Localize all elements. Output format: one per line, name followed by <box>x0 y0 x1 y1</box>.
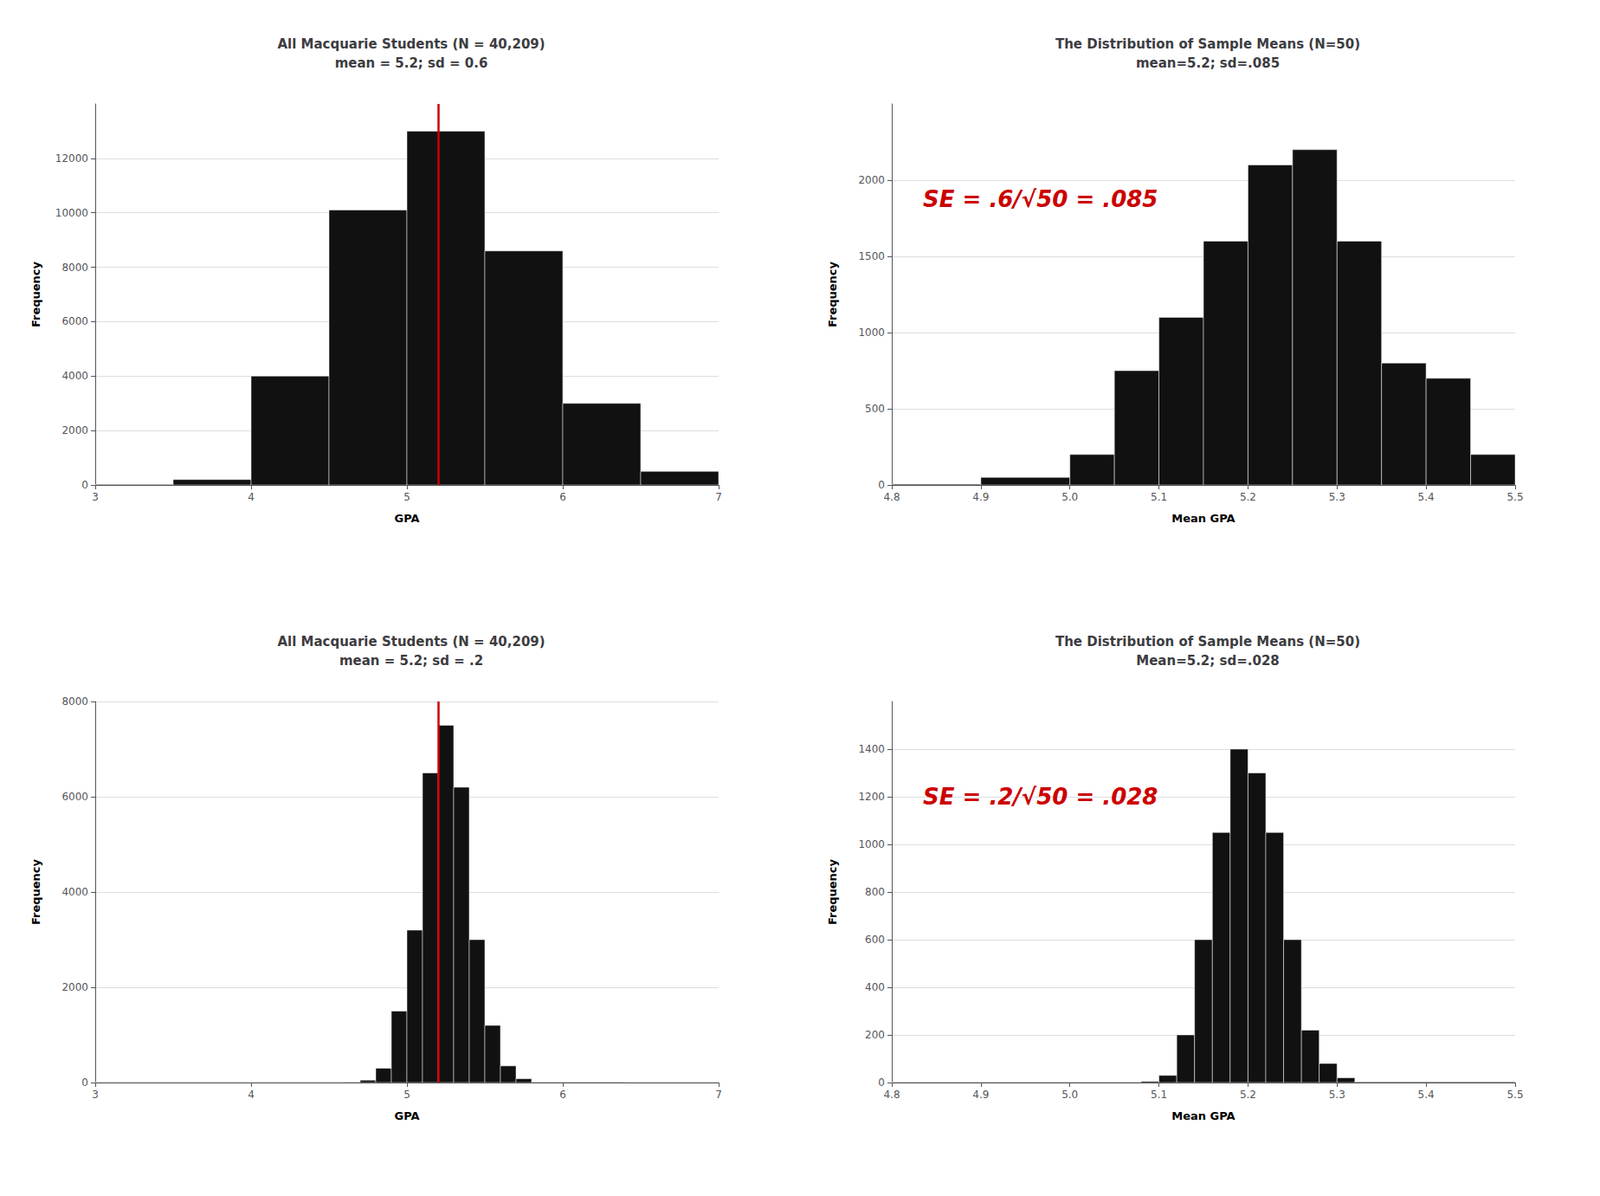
svg-text:5.4: 5.4 <box>1418 490 1435 504</box>
svg-text:5.5: 5.5 <box>1506 1088 1523 1101</box>
svg-text:4.9: 4.9 <box>972 1088 989 1101</box>
svg-text:4.8: 4.8 <box>883 1088 900 1101</box>
svg-text:Mean GPA: Mean GPA <box>1171 511 1235 525</box>
svg-text:5.5: 5.5 <box>1506 490 1523 504</box>
svg-text:1000: 1000 <box>858 838 885 851</box>
svg-text:2000: 2000 <box>858 174 885 187</box>
svg-text:3: 3 <box>91 1088 99 1101</box>
svg-text:800: 800 <box>864 885 885 898</box>
svg-text:5.1: 5.1 <box>1150 490 1168 504</box>
svg-text:5.2: 5.2 <box>1239 1088 1257 1101</box>
svg-text:500: 500 <box>864 402 885 415</box>
svg-text:5: 5 <box>403 1088 411 1101</box>
svg-text:Mean=5.2; sd=.028: Mean=5.2; sd=.028 <box>1135 652 1280 669</box>
svg-text:Frequency: Frequency <box>825 858 839 925</box>
svg-text:The Distribution of Sample Mea: The Distribution of Sample Means (N=50) <box>1055 633 1361 650</box>
svg-text:1000: 1000 <box>858 326 885 339</box>
svg-text:mean = 5.2; sd = .2: mean = 5.2; sd = .2 <box>339 652 484 669</box>
svg-text:5.4: 5.4 <box>1418 1088 1435 1101</box>
svg-text:5.3: 5.3 <box>1329 1088 1346 1101</box>
svg-text:7: 7 <box>715 1088 723 1101</box>
svg-text:12000: 12000 <box>55 152 89 165</box>
svg-text:mean=5.2; sd=.085: mean=5.2; sd=.085 <box>1135 55 1280 71</box>
svg-text:5.0: 5.0 <box>1061 490 1078 504</box>
svg-text:4: 4 <box>247 490 255 504</box>
svg-text:0: 0 <box>81 1076 89 1089</box>
svg-text:5: 5 <box>403 490 411 504</box>
svg-text:6000: 6000 <box>61 315 89 328</box>
svg-text:SE = .2/√50 = .028: SE = .2/√50 = .028 <box>922 783 1158 810</box>
svg-text:4.9: 4.9 <box>972 490 989 504</box>
svg-text:Frequency: Frequency <box>825 260 839 328</box>
svg-text:mean = 5.2; sd = 0.6: mean = 5.2; sd = 0.6 <box>335 55 489 71</box>
svg-text:4000: 4000 <box>61 369 89 382</box>
svg-text:600: 600 <box>864 933 885 946</box>
svg-text:1200: 1200 <box>858 790 885 803</box>
svg-text:Frequency: Frequency <box>29 260 43 328</box>
svg-text:4: 4 <box>247 1088 255 1101</box>
svg-text:6: 6 <box>559 490 567 504</box>
svg-text:8000: 8000 <box>61 695 89 708</box>
svg-text:10000: 10000 <box>55 206 89 220</box>
svg-text:All Macquarie Students (N = 40: All Macquarie Students (N = 40,209) <box>277 36 545 52</box>
svg-text:0: 0 <box>877 1076 885 1089</box>
svg-text:GPA: GPA <box>393 511 420 525</box>
svg-text:6: 6 <box>559 1088 567 1101</box>
svg-text:0: 0 <box>877 478 885 491</box>
svg-text:Frequency: Frequency <box>29 858 43 925</box>
svg-text:All Macquarie Students (N = 40: All Macquarie Students (N = 40,209) <box>277 633 545 650</box>
svg-text:Mean GPA: Mean GPA <box>1171 1109 1235 1123</box>
svg-text:5.1: 5.1 <box>1150 1088 1168 1101</box>
svg-text:5.0: 5.0 <box>1061 1088 1078 1101</box>
svg-text:5.3: 5.3 <box>1329 490 1346 504</box>
svg-text:4000: 4000 <box>61 885 89 898</box>
svg-text:3: 3 <box>91 490 99 504</box>
svg-text:1500: 1500 <box>858 250 885 263</box>
svg-text:200: 200 <box>864 1028 885 1041</box>
svg-text:The Distribution of Sample Mea: The Distribution of Sample Means (N=50) <box>1055 36 1361 52</box>
svg-text:6000: 6000 <box>61 790 89 803</box>
svg-text:4.8: 4.8 <box>883 490 900 504</box>
svg-text:GPA: GPA <box>393 1109 420 1123</box>
svg-text:0: 0 <box>81 478 89 491</box>
svg-text:1400: 1400 <box>858 742 885 755</box>
svg-text:2000: 2000 <box>61 980 89 994</box>
svg-text:7: 7 <box>715 490 723 504</box>
svg-text:400: 400 <box>864 980 885 994</box>
svg-text:5.2: 5.2 <box>1239 490 1257 504</box>
svg-text:8000: 8000 <box>61 261 89 274</box>
svg-text:2000: 2000 <box>61 424 89 437</box>
svg-text:SE = .6/√50 = .085: SE = .6/√50 = .085 <box>922 186 1158 213</box>
